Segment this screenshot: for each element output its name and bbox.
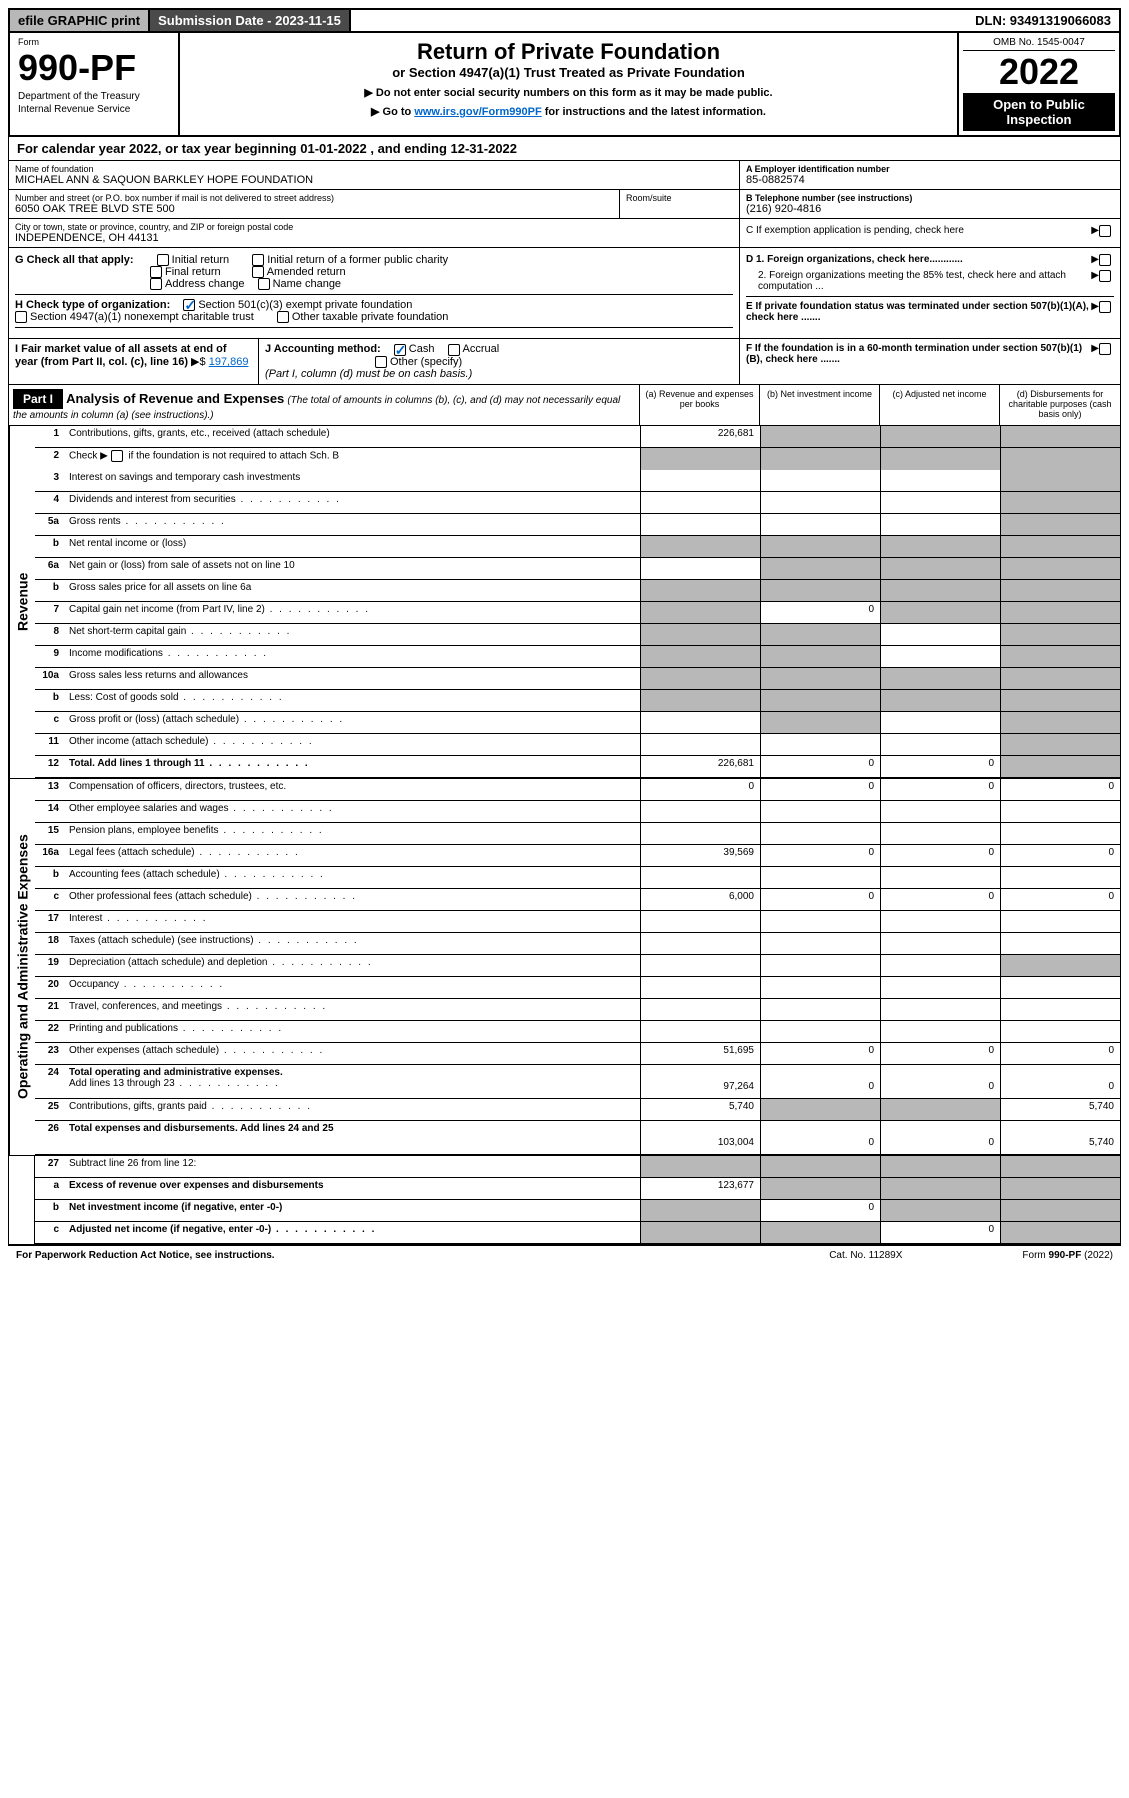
i-label: I Fair market value of all assets at end… [15,343,227,368]
line27-table: 27Subtract line 26 from line 12: aExcess… [8,1156,1121,1245]
f-label: F If the foundation is in a 60-month ter… [746,343,1082,365]
calendar-year-row: For calendar year 2022, or tax year begi… [8,137,1121,161]
cb-other-taxable[interactable] [277,311,289,323]
col-a-header: (a) Revenue and expenses per books [640,385,760,425]
name-ein-row: Name of foundation MICHAEL ANN & SAQUON … [8,161,1121,190]
footer-right: Form 990-PF (2022) [1022,1250,1113,1261]
f-checkbox[interactable] [1099,343,1111,355]
form-number: 990-PF [18,47,170,89]
ein-label: A Employer identification number [746,164,1114,174]
c-label: C If exemption application is pending, c… [746,225,1091,237]
submission-date: Submission Date - 2023-11-15 [150,10,351,31]
cb-initial[interactable] [157,254,169,266]
cb-cash[interactable] [394,344,406,356]
expenses-sidebar: Operating and Administrative Expenses [9,779,35,1155]
note-ssn: ▶ Do not enter social security numbers o… [186,86,951,99]
cb-addr-change[interactable] [150,278,162,290]
dln-label: DLN: 93491319066083 [967,10,1119,31]
page-footer: For Paperwork Reduction Act Notice, see … [8,1245,1121,1265]
city-value: INDEPENDENCE, OH 44131 [15,232,733,244]
irs-label: Internal Revenue Service [18,104,170,115]
e-checkbox[interactable] [1099,301,1111,313]
d1-label: D 1. Foreign organizations, check here..… [746,254,963,265]
g-label: G Check all that apply: [15,254,134,266]
room-label: Room/suite [626,193,733,203]
city-label: City or town, state or province, country… [15,222,733,232]
irs-link[interactable]: www.irs.gov/Form990PF [414,106,541,118]
cb-other-method[interactable] [375,356,387,368]
d2-label: 2. Foreign organizations meeting the 85%… [746,270,1091,292]
ij-row: I Fair market value of all assets at end… [8,339,1121,384]
cb-amended[interactable] [252,266,264,278]
form-label: Form [18,37,170,47]
part1-label: Part I [13,389,63,409]
phone-value: (216) 920-4816 [746,203,1114,215]
d2-checkbox[interactable] [1099,270,1111,282]
j-label: J Accounting method: [265,343,381,355]
footer-left: For Paperwork Reduction Act Notice, see … [16,1250,829,1261]
cb-initial-former[interactable] [252,254,264,266]
part1-header: Part I Analysis of Revenue and Expenses … [8,385,1121,426]
top-bar: efile GRAPHIC print Submission Date - 20… [8,8,1121,33]
col-b-header: (b) Net investment income [760,385,880,425]
phone-label: B Telephone number (see instructions) [746,193,1114,203]
h-label: H Check type of organization: [15,299,170,311]
cb-4947[interactable] [15,311,27,323]
i-value[interactable]: 197,869 [209,356,249,368]
j-note: (Part I, column (d) must be on cash basi… [265,368,472,380]
address-row: Number and street (or P.O. box number if… [8,190,1121,219]
dept-treasury: Department of the Treasury [18,91,170,102]
col-c-header: (c) Adjusted net income [880,385,1000,425]
cb-name-change[interactable] [258,278,270,290]
form-title: Return of Private Foundation [186,39,951,65]
g-d-row: G Check all that apply: Initial return I… [8,248,1121,339]
form-subtitle: or Section 4947(a)(1) Trust Treated as P… [186,65,951,80]
open-public: Open to Public Inspection [963,93,1115,131]
footer-mid: Cat. No. 11289X [829,1250,902,1261]
addr-value: 6050 OAK TREE BLVD STE 500 [15,203,613,215]
revenue-sidebar: Revenue [9,426,35,778]
cb-501c3[interactable] [183,299,195,311]
col-d-header: (d) Disbursements for charitable purpose… [1000,385,1120,425]
cb-schb[interactable] [111,450,123,462]
foundation-name: MICHAEL ANN & SAQUON BARKLEY HOPE FOUNDA… [15,174,733,186]
ein-value: 85-0882574 [746,174,1114,186]
e-label: E If private foundation status was termi… [746,301,1089,323]
note-link: ▶ Go to www.irs.gov/Form990PF for instru… [186,105,951,118]
name-label: Name of foundation [15,164,733,174]
cb-accrual[interactable] [448,344,460,356]
city-c-row: City or town, state or province, country… [8,219,1121,248]
omb-number: OMB No. 1545-0047 [963,37,1115,51]
cb-final[interactable] [150,266,162,278]
part1-title: Analysis of Revenue and Expenses [66,391,284,406]
d1-checkbox[interactable] [1099,254,1111,266]
tax-year: 2022 [963,51,1115,93]
addr-label: Number and street (or P.O. box number if… [15,193,613,203]
expenses-table: Operating and Administrative Expenses 13… [8,779,1121,1156]
efile-label: efile GRAPHIC print [10,10,150,31]
c-checkbox[interactable] [1099,225,1111,237]
form-header: Form 990-PF Department of the Treasury I… [8,33,1121,137]
revenue-table: Revenue 1Contributions, gifts, grants, e… [8,426,1121,779]
